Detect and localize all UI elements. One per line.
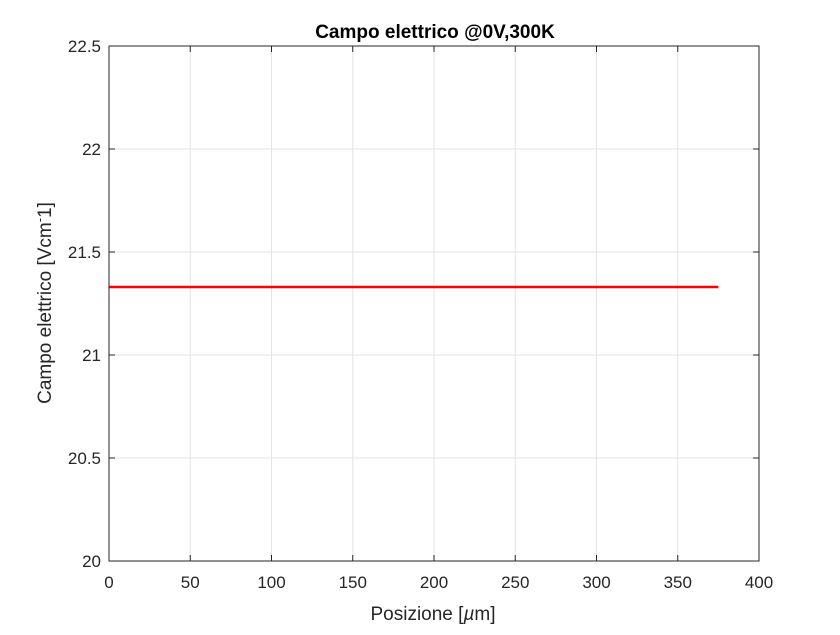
- x-tick-label: 50: [181, 573, 200, 592]
- x-axis-title: Posizione [µm]: [370, 604, 495, 625]
- y-tick-label: 22.5: [68, 37, 101, 56]
- y-tick-label: 20.5: [68, 449, 101, 468]
- x-tick-label: 150: [339, 573, 367, 592]
- x-tick-label: 400: [745, 573, 773, 592]
- y-tick-label: 21: [82, 346, 101, 365]
- x-tick-label: 0: [104, 573, 113, 592]
- x-tick-label: 200: [420, 573, 448, 592]
- chart-title: Campo elettrico @0V,300K: [315, 22, 555, 43]
- grid: [108, 45, 760, 562]
- y-tick-label: 20: [82, 552, 101, 571]
- x-tick-label: 300: [582, 573, 610, 592]
- y-axis-title: Campo elettrico [Vcm-1]: [32, 202, 56, 404]
- x-tick-label: 350: [664, 573, 692, 592]
- ticks: [108, 45, 760, 562]
- x-tick-label: 100: [257, 573, 285, 592]
- x-tick-label: 250: [501, 573, 529, 592]
- x-tick-labels: 0 50 100 150 200 250 300 350 400: [104, 573, 773, 592]
- y-tick-label: 22: [82, 140, 101, 159]
- y-tick-label: 21.5: [68, 243, 101, 262]
- y-tick-labels: 20 20.5 21 21.5 22 22.5: [68, 37, 101, 571]
